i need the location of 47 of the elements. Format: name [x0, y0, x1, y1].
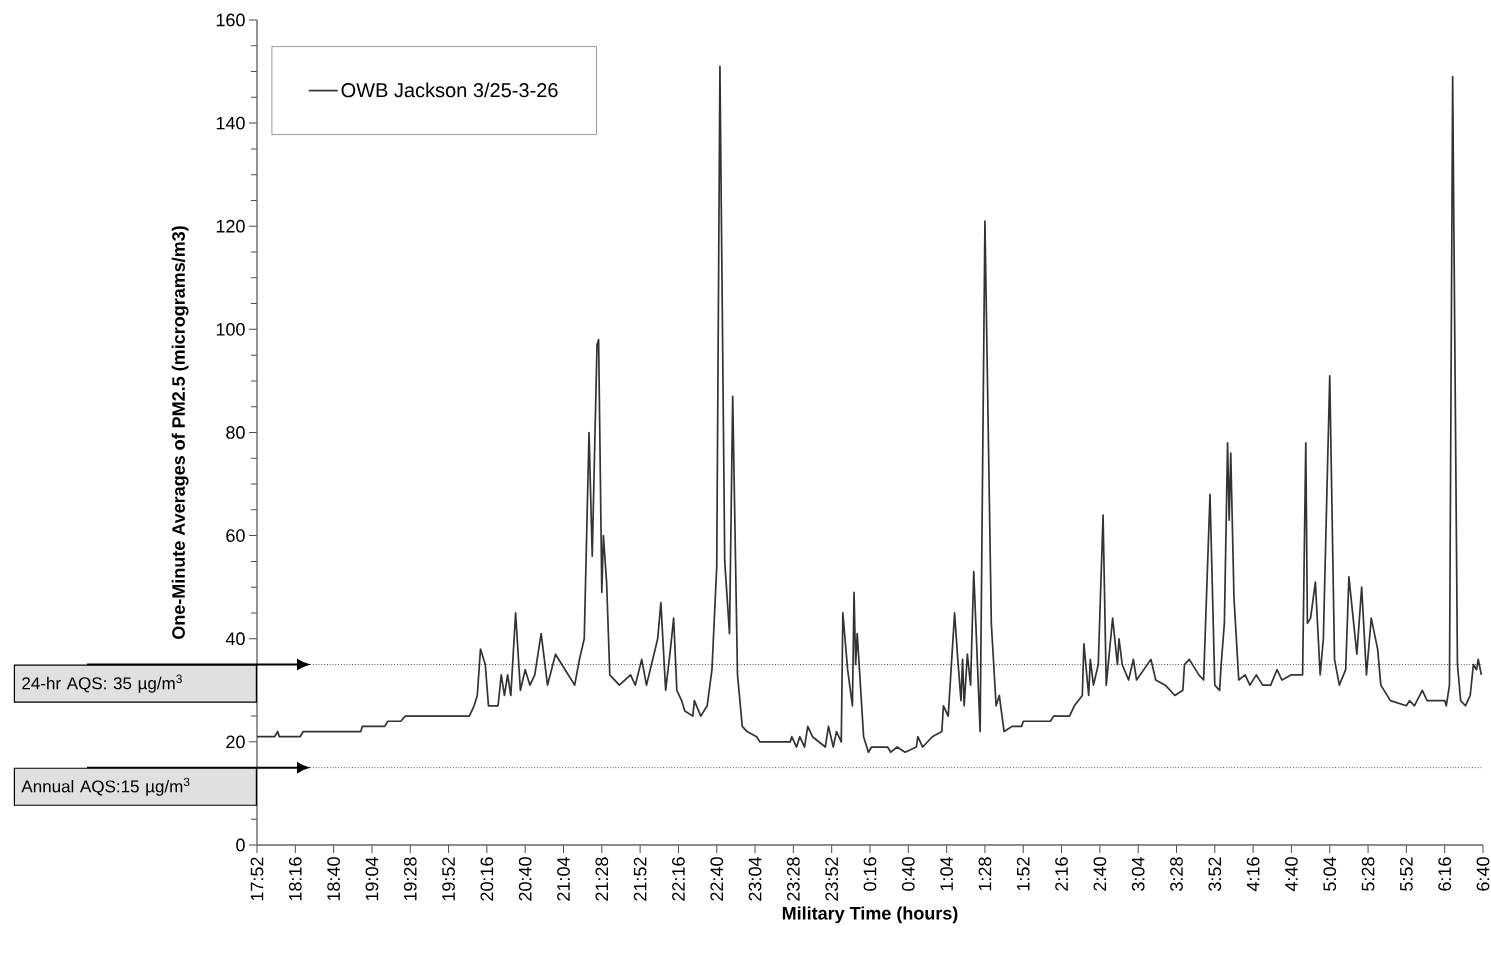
x-tick-label: 18:16 [288, 857, 302, 901]
x-tick-label: 23:28 [786, 857, 800, 901]
x-tick-label: 1:04 [940, 857, 953, 891]
x-tick-label: 22:40 [710, 857, 724, 901]
x-tick-label: 1:28 [978, 857, 992, 891]
y-tick-label: 120 [216, 219, 245, 233]
x-tick-label: 5:04 [1323, 857, 1337, 891]
x-tick-label: 19:28 [403, 857, 417, 901]
y-tick-label: 40 [225, 632, 245, 646]
y-tick-label: 140 [216, 116, 245, 130]
ref-line-label: Annual AQS:15 µg/m$^{3}$ [21, 777, 190, 796]
x-tick-label: 0:40 [901, 857, 915, 891]
x-tick-label: 2:16 [1055, 857, 1068, 891]
y-tick-label: 100 [216, 322, 245, 336]
x-tick-label: 6:40 [1476, 857, 1490, 891]
x-tick-label: 4:16 [1246, 857, 1260, 892]
ref-line-label: 24-hr AQS: 35 µg/m$^{3}$ [22, 674, 182, 693]
x-tick-label: 21:52 [633, 857, 647, 901]
x-tick-label: 3:28 [1170, 857, 1183, 891]
y-tick-label: 0 [236, 838, 245, 852]
x-axis-title: Military Time (hours) [782, 906, 958, 924]
x-tick-label: 0:16 [863, 857, 877, 891]
x-tick-label: 4:40 [1285, 857, 1298, 892]
y-axis-title: One-Minute Averages of PM2.5 (micrograms/m3) [171, 226, 189, 639]
x-tick-label: 3:04 [1131, 857, 1145, 891]
x-tick-label: 6:16 [1438, 857, 1452, 891]
x-tick-label: 18:40 [327, 857, 340, 901]
x-tick-label: 1:52 [1016, 857, 1030, 891]
legend-label: OWB Jackson 3/25-3-26 [341, 82, 558, 98]
y-tick-label: 160 [216, 13, 245, 27]
x-tick-label: 21:28 [595, 857, 609, 901]
x-tick-label: 21:04 [557, 857, 570, 901]
y-tick-label: 60 [226, 529, 245, 542]
y-tick-label: 20 [226, 735, 245, 749]
x-tick-label: 20:40 [518, 857, 532, 901]
x-tick-label: 17:52 [250, 857, 264, 901]
x-tick-label: 22:16 [672, 857, 685, 901]
x-tick-label: 19:04 [365, 857, 379, 901]
x-tick-label: 2:40 [1093, 857, 1107, 891]
y-tick-label: 80 [226, 426, 245, 439]
x-tick-label: 23:04 [748, 857, 762, 901]
x-tick-label: 3:52 [1208, 857, 1222, 891]
x-tick-label: 20:16 [480, 857, 494, 901]
x-tick-label: 19:52 [442, 857, 455, 901]
x-tick-label: 23:52 [825, 857, 839, 901]
x-tick-label: 5:52 [1399, 857, 1413, 891]
x-tick-label: 5:28 [1361, 857, 1375, 891]
